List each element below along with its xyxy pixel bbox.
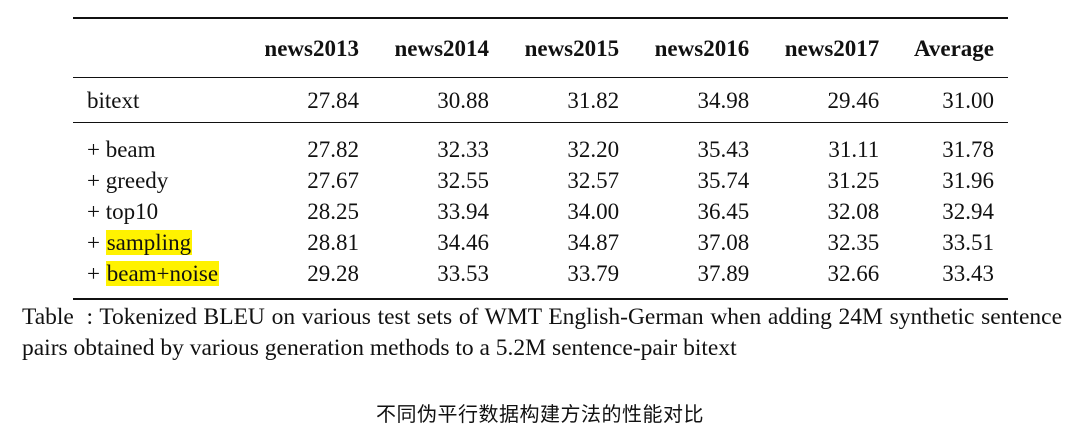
caption-colon: : <box>86 304 94 330</box>
value-cell: 33.43 <box>942 261 994 286</box>
value-cell: 27.67 <box>307 168 359 193</box>
method-cell: bitext <box>87 87 140 113</box>
table-row-top10: + top10 28.25 33.94 34.00 36.45 32.08 32… <box>73 196 1008 227</box>
value-cell: 31.78 <box>942 137 994 162</box>
value-cell: 31.00 <box>942 87 994 113</box>
table-row-bitext: bitext 27.84 30.88 31.82 34.98 29.46 31.… <box>73 77 1008 123</box>
header-cell-news2016: news2016 <box>654 35 750 61</box>
table-header-row: news2013 news2014 news2015 news2016 news… <box>73 18 1008 78</box>
value-cell: 33.53 <box>437 261 490 286</box>
caption-label: Table <box>22 304 74 330</box>
value-cell: 35.74 <box>697 168 750 193</box>
value-cell: 32.55 <box>437 168 490 193</box>
method-cell: + sampling <box>73 227 243 258</box>
results-table: news2013 news2014 news2015 news2016 news… <box>73 17 1008 300</box>
value-cell: 36.45 <box>697 199 750 224</box>
value-cell: 33.51 <box>942 230 994 255</box>
results-table-container: news2013 news2014 news2015 news2016 news… <box>73 17 1008 300</box>
table-row-sampling: + sampling 28.81 34.46 34.87 37.08 32.35… <box>73 227 1008 258</box>
table-row-beam-noise: + beam+noise 29.28 33.53 33.79 37.89 32.… <box>73 258 1008 299</box>
value-cell: 31.96 <box>942 168 994 193</box>
value-cell: 34.00 <box>567 199 620 224</box>
value-cell: 31.82 <box>567 87 620 113</box>
value-cell: 27.82 <box>307 137 359 162</box>
value-cell: 31.25 <box>827 168 880 193</box>
value-cell: 32.35 <box>827 230 880 255</box>
method-cell: + greedy <box>87 168 169 193</box>
value-cell: 33.79 <box>567 261 620 286</box>
header-cell-method <box>73 18 243 78</box>
method-cell: + beam+noise <box>73 258 243 299</box>
value-cell: 34.46 <box>437 230 490 255</box>
method-prefix: + <box>87 261 106 286</box>
highlighted-method-text: beam+noise <box>105 261 220 286</box>
header-cell-news2014: news2014 <box>394 35 490 61</box>
method-cell: + beam <box>87 137 156 162</box>
table-row-beam: + beam 27.82 32.33 32.20 35.43 31.11 31.… <box>73 122 1008 166</box>
value-cell: 32.33 <box>437 137 490 162</box>
value-cell: 27.84 <box>307 87 359 113</box>
value-cell: 31.11 <box>828 137 880 162</box>
value-cell: 32.66 <box>827 261 880 286</box>
method-cell: + top10 <box>87 199 159 224</box>
value-cell: 34.87 <box>567 230 620 255</box>
value-cell: 37.08 <box>697 230 750 255</box>
value-cell: 32.57 <box>567 168 620 193</box>
table-caption: Table : Tokenized BLEU on various test s… <box>22 302 1062 364</box>
value-cell: 32.94 <box>942 199 994 224</box>
value-cell: 32.20 <box>567 137 620 162</box>
value-cell: 30.88 <box>437 87 490 113</box>
header-cell-news2013: news2013 <box>264 35 359 61</box>
highlighted-method-text: sampling <box>105 230 193 255</box>
value-cell: 33.94 <box>437 199 490 224</box>
table-row-greedy: + greedy 27.67 32.55 32.57 35.74 31.25 3… <box>73 165 1008 196</box>
value-cell: 29.28 <box>307 261 359 286</box>
value-cell: 37.89 <box>697 261 750 286</box>
chinese-subtitle: 不同伪平行数据构建方法的性能对比 <box>376 402 704 426</box>
header-cell-news2015: news2015 <box>524 35 620 61</box>
header-cell-average: Average <box>913 35 994 61</box>
value-cell: 28.25 <box>307 199 359 224</box>
value-cell: 28.81 <box>307 230 359 255</box>
method-prefix: + <box>87 230 106 255</box>
value-cell: 34.98 <box>697 87 750 113</box>
value-cell: 35.43 <box>697 137 750 162</box>
value-cell: 32.08 <box>827 199 880 224</box>
caption-text: Tokenized BLEU on various test sets of W… <box>22 304 1063 361</box>
value-cell: 29.46 <box>827 87 880 113</box>
header-cell-news2017: news2017 <box>784 35 880 61</box>
